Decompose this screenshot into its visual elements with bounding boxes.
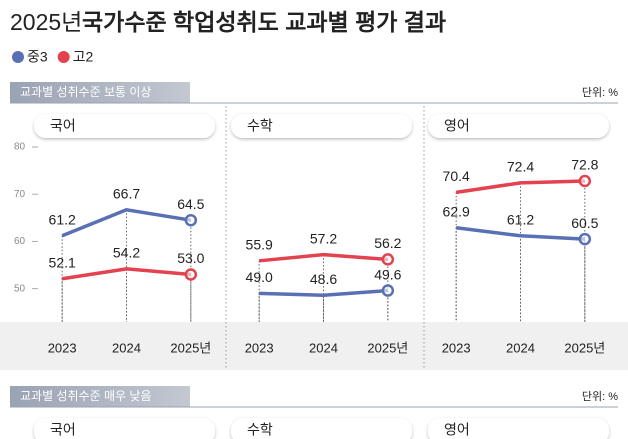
y-tick-label: 80 xyxy=(14,142,26,153)
y-tick-label: 50 xyxy=(14,283,26,294)
y-tick-label: 60 xyxy=(14,236,26,247)
section-header xyxy=(10,386,190,407)
value-label: 61.2 xyxy=(507,211,534,227)
series-line xyxy=(61,208,192,238)
series-line xyxy=(259,288,388,298)
lower-panels: 국어 수학 영어 xyxy=(34,418,609,439)
legend-swatch xyxy=(12,51,24,63)
value-label: 62.9 xyxy=(443,203,470,219)
value-label: 49.6 xyxy=(374,266,401,282)
y-tick-label: 70 xyxy=(14,189,26,200)
x-tick-label: 2023 xyxy=(442,340,471,355)
section-title: 교과별 성취수준 보통 이상 xyxy=(20,85,151,99)
value-label: 52.1 xyxy=(49,254,76,270)
end-marker xyxy=(184,213,198,227)
value-label: 49.0 xyxy=(246,269,273,285)
end-marker xyxy=(184,268,198,281)
x-tick-label: 2023 xyxy=(245,340,274,355)
end-marker xyxy=(578,174,592,188)
value-label: 61.2 xyxy=(49,211,76,227)
x-tick-label: 2023 xyxy=(48,340,77,355)
panel-title-box xyxy=(428,418,609,439)
title: 국가수준 학업성취도 교과별 평가 결과 xyxy=(82,9,446,35)
value-label: 64.5 xyxy=(177,196,204,212)
x-axis-band xyxy=(0,322,628,370)
x-tick-label: 2025년 xyxy=(367,340,408,355)
end-marker xyxy=(578,232,592,246)
panel-title-box xyxy=(231,418,412,439)
value-label: 54.2 xyxy=(113,245,140,261)
value-label: 57.2 xyxy=(310,230,337,246)
value-label: 48.6 xyxy=(310,271,337,287)
value-label: 70.4 xyxy=(443,168,470,184)
x-tick-label: 2024 xyxy=(112,340,141,355)
panel-title-box xyxy=(34,418,215,439)
value-label: 72.8 xyxy=(571,157,598,173)
value-label: 53.0 xyxy=(177,250,204,266)
value-label: 56.2 xyxy=(374,235,401,251)
x-tick-label: 2024 xyxy=(309,340,338,355)
legend-label: 고2 xyxy=(73,49,94,65)
panel-title: 국어 xyxy=(50,422,76,438)
x-tick-label: 2024 xyxy=(506,340,535,355)
value-label: 72.4 xyxy=(507,159,534,175)
legend-label: 중3 xyxy=(27,49,48,65)
panel-title: 영어 xyxy=(444,118,470,134)
panel-title: 수학 xyxy=(247,118,273,134)
panel-title: 국어 xyxy=(50,118,76,134)
end-marker xyxy=(381,253,395,266)
value-label: 60.5 xyxy=(571,215,598,231)
legend-swatch xyxy=(57,51,70,63)
series-line xyxy=(455,179,585,195)
panel-title-box xyxy=(231,114,412,138)
section-title: 교과별 성취수준 매우 낮음 xyxy=(20,389,151,403)
panel-title: 수학 xyxy=(247,422,273,438)
end-marker xyxy=(381,284,395,297)
unit-label: 단위: % xyxy=(582,86,618,99)
x-tick-label: 2025년 xyxy=(170,340,211,355)
panel-title-box xyxy=(34,114,215,138)
unit-label: 단위: % xyxy=(582,390,618,403)
series-line xyxy=(455,226,585,241)
panel-title: 영어 xyxy=(444,422,470,438)
panel-title-box xyxy=(428,114,609,138)
series-line xyxy=(61,267,191,281)
series-line xyxy=(259,252,388,263)
x-tick-label: 2025년 xyxy=(564,340,605,355)
value-label: 55.9 xyxy=(246,237,273,253)
section-header xyxy=(10,82,190,103)
value-label: 66.7 xyxy=(113,186,140,202)
title-year: 2025년 xyxy=(10,9,82,35)
